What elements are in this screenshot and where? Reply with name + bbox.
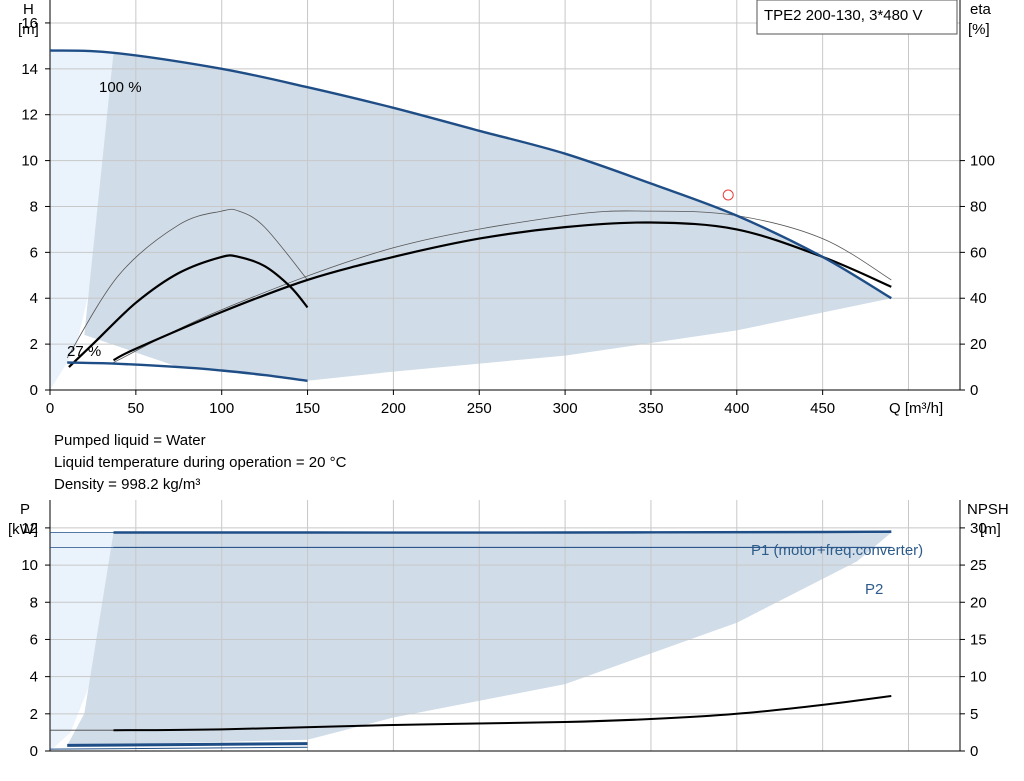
y-right-label-top-1: eta [970, 1, 992, 18]
npsh-tick-label: 25 [970, 557, 987, 574]
y-right-tick-label: 100 [970, 153, 995, 170]
y-right-tick-label: 60 [970, 244, 987, 261]
p-tick-label: 8 [30, 594, 38, 611]
info-liquid: Pumped liquid = Water [54, 432, 206, 449]
p-tick-label: 12 [21, 520, 38, 537]
y-left-tick-label: 0 [30, 382, 38, 399]
p-tick-label: 0 [30, 743, 38, 760]
x-tick-label: 150 [295, 400, 320, 417]
duty-point-marker [722, 189, 734, 201]
y-right-tick-label: 40 [970, 290, 987, 307]
y-left-tick-label: 2 [30, 336, 38, 353]
npsh-curve [113, 695, 892, 732]
p-tick-label: 10 [21, 557, 38, 574]
y-right-tick-label: 20 [970, 336, 987, 353]
area-outside-range [50, 50, 114, 391]
y-left-label-top-2: [m] [18, 21, 39, 38]
y-right-tick-label: 0 [970, 382, 978, 399]
p1-curve [113, 530, 892, 534]
x-tick-label: 200 [381, 400, 406, 417]
p-curve-27pct [67, 742, 308, 747]
npsh-tick-label: 20 [970, 594, 987, 611]
info-temperature: Liquid temperature during operation = 20… [54, 454, 347, 471]
x-tick-label: 300 [553, 400, 578, 417]
npsh-tick-label: 0 [970, 743, 978, 760]
info-density: Density = 998.2 kg/m³ [54, 476, 200, 493]
y-left-label-top-1: H [23, 1, 34, 18]
speed-max-label: 100 % [99, 79, 142, 96]
y-right-label-top-2: [%] [968, 21, 990, 38]
y-right-label-bottom-1: NPSH [967, 501, 1009, 518]
p-tick-label: 4 [30, 669, 38, 686]
p2-series-label: P2 [865, 581, 883, 598]
x-tick-label: 250 [467, 400, 492, 417]
p-tick-label: 2 [30, 706, 38, 723]
x-tick-label: 0 [46, 400, 54, 417]
y-left-tick-label: 10 [21, 153, 38, 170]
efficiency-curve-0 [68, 254, 309, 368]
area-outside-range-bottom [50, 532, 114, 751]
npsh-tick-label: 10 [970, 669, 987, 686]
head-curve-27pct [67, 361, 308, 382]
x-axis-label: Q [m³/h] [889, 400, 943, 417]
p-tick-label: 6 [30, 631, 38, 648]
npsh-tick-label: 30 [970, 520, 987, 537]
top-chart: 0 50 100 150 200 250 300 350 400 4500246810121416… [21, 0, 995, 417]
y-left-tick-label: 12 [21, 107, 38, 124]
npsh-tick-label: 5 [970, 706, 978, 723]
p-curve-27pct-thin [49, 746, 308, 750]
p1-series-label: P1 (motor+freq.converter) [751, 542, 923, 559]
efficiency-curve-1 [112, 221, 892, 362]
x-tick-label: 450 [810, 400, 835, 417]
y-left-label-bottom-1: P [20, 501, 30, 518]
y-left-tick-label: 14 [21, 61, 38, 78]
y-left-tick-label: 16 [21, 15, 38, 32]
x-tick-label: 100 [209, 400, 234, 417]
speed-min-label: 27 % [67, 343, 101, 360]
operating-area [84, 52, 892, 381]
title-text: TPE2 200-130, 3*480 V [764, 7, 922, 24]
efficiency-curve-thin-1 [113, 210, 892, 363]
y-left-tick-label: 6 [30, 244, 38, 261]
y-left-tick-label: 8 [30, 198, 38, 215]
x-tick-label: 50 [128, 400, 145, 417]
npsh-tick-label: 15 [970, 631, 987, 648]
bottom-chart: 0 2 4 6 8 10 12 0 5 10 15 20 25 30 [21, 500, 987, 760]
y-left-label-bottom-2: [kW] [8, 521, 38, 538]
y-right-label-bottom-2: [m] [980, 521, 1001, 538]
head-curve-100pct [49, 49, 892, 300]
x-tick-label: 400 [724, 400, 749, 417]
y-right-tick-label: 80 [970, 198, 987, 215]
title-box [756, 0, 958, 35]
efficiency-curve-thin-0 [66, 208, 308, 359]
y-left-tick-label: 4 [30, 290, 38, 307]
x-tick-label: 350 [638, 400, 663, 417]
